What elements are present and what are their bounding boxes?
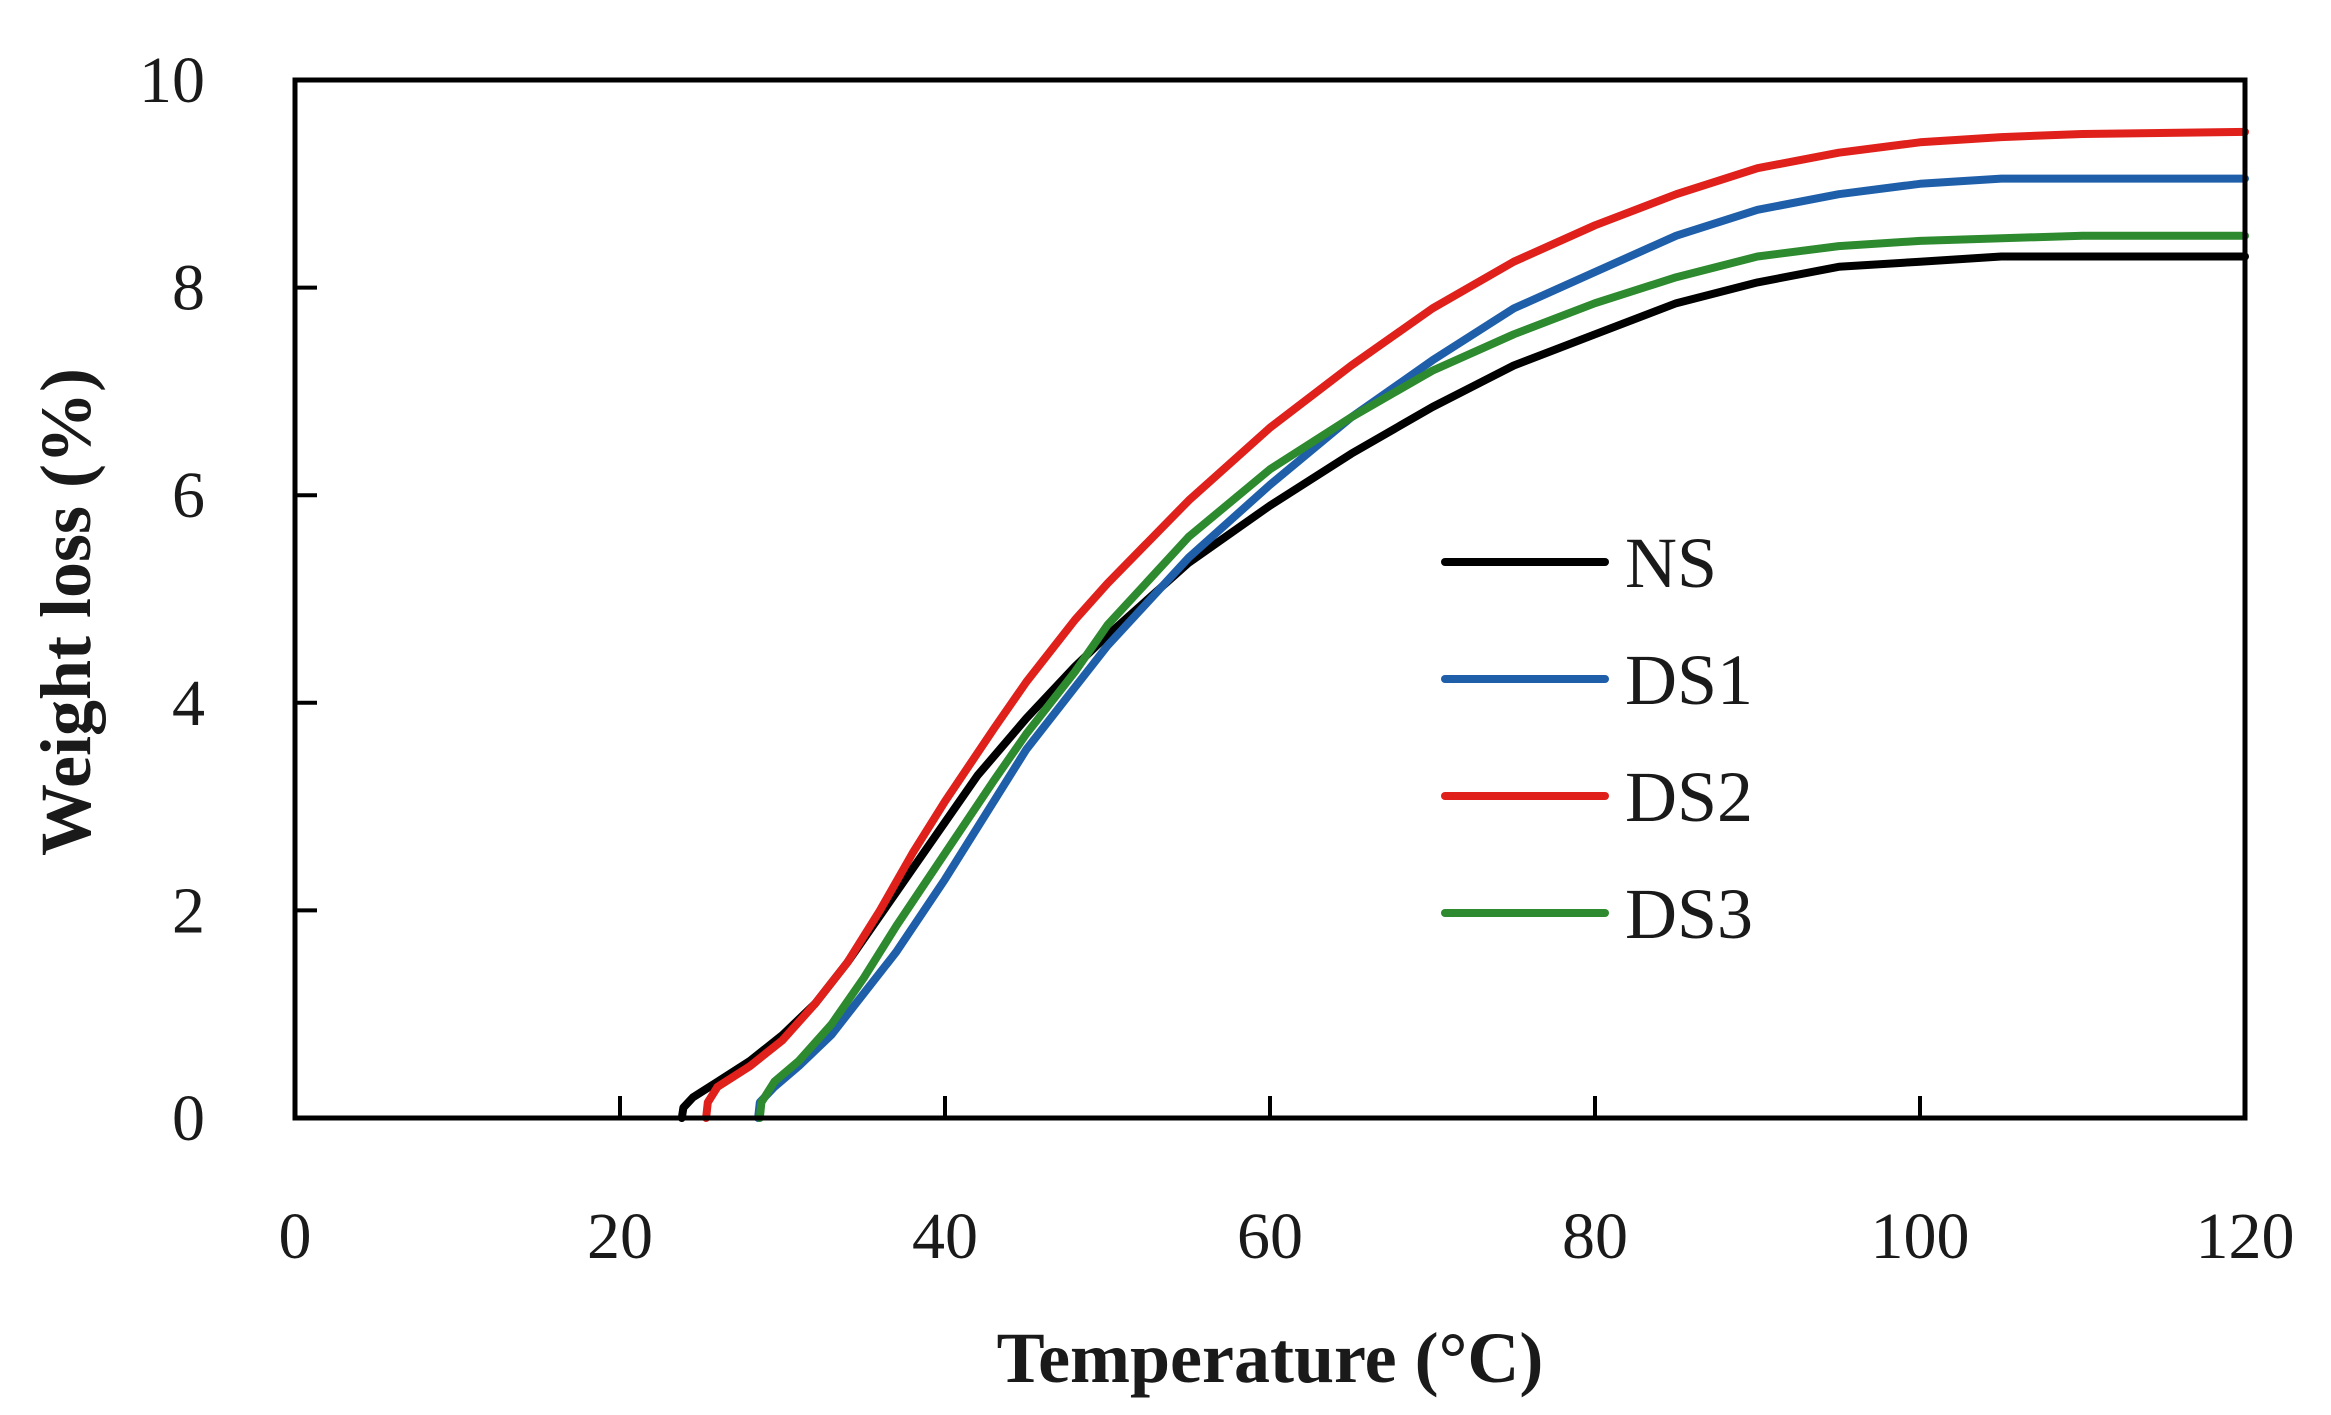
- series-line-ds2: [702, 127, 2249, 1122]
- series-line-ds1: [754, 174, 2249, 1122]
- labels-layer: 0 20 40 60 80 100 120 0 2 4 6 8 10: [139, 44, 2295, 1273]
- series-line-ds3: [755, 231, 2249, 1122]
- x-tick-label: 40: [912, 1200, 978, 1273]
- ticks-layer: [293, 78, 2247, 1120]
- series-layer: [677, 127, 2249, 1122]
- y-tick-label: 8: [172, 252, 205, 325]
- y-tick-label: 6: [172, 459, 205, 532]
- y-tick-label: 0: [172, 1082, 205, 1155]
- y-axis-title: Weight loss (%): [26, 368, 106, 856]
- legend-label-ns: NS: [1625, 523, 1717, 603]
- legend: NS DS1 DS2 DS3: [1441, 523, 1753, 954]
- legend-label-ds1: DS1: [1625, 640, 1753, 720]
- x-tick-label: 0: [279, 1200, 312, 1273]
- x-tick-label: 60: [1237, 1200, 1303, 1273]
- legend-label-ds2: DS2: [1625, 757, 1753, 837]
- y-tick-label: 2: [172, 874, 205, 947]
- series-line-ns: [677, 252, 2249, 1122]
- y-tick-label: 10: [139, 44, 205, 117]
- plot-frame: [292, 77, 2248, 1121]
- x-axis-title: Temperature (°C): [997, 1318, 1544, 1398]
- legend-label-ds3: DS3: [1625, 874, 1753, 954]
- x-tick-label: 120: [2196, 1200, 2295, 1273]
- x-tick-label: 100: [1871, 1200, 1970, 1273]
- y-tick-label: 4: [172, 667, 205, 740]
- x-tick-label: 20: [587, 1200, 653, 1273]
- x-tick-label: 80: [1562, 1200, 1628, 1273]
